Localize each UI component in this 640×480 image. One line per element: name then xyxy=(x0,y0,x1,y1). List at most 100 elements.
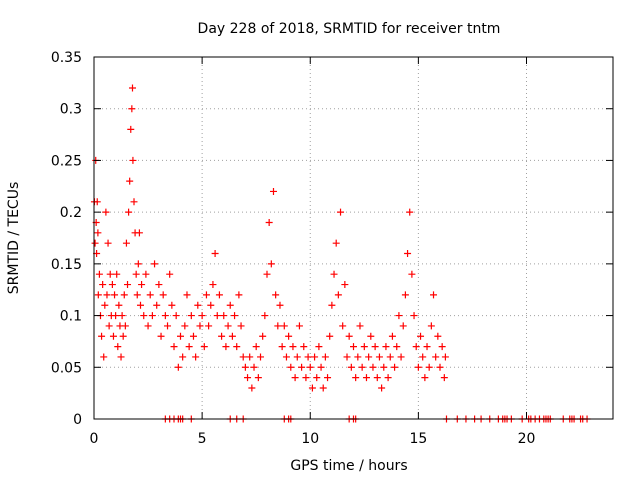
data-point xyxy=(440,374,448,382)
data-point xyxy=(332,239,340,247)
data-point xyxy=(410,312,418,320)
x-tick-label: 15 xyxy=(409,431,427,447)
y-tick-label: 0 xyxy=(73,412,82,428)
data-point xyxy=(267,260,275,268)
data-point xyxy=(109,332,117,340)
data-point xyxy=(222,343,230,351)
data-point xyxy=(282,353,290,361)
y-tick-label: 0.35 xyxy=(51,50,82,66)
x-tick-label: 20 xyxy=(518,431,536,447)
data-point xyxy=(237,322,245,330)
data-point xyxy=(408,270,416,278)
data-point xyxy=(423,343,431,351)
x-axis-label: GPS time / hours xyxy=(290,458,407,474)
data-point xyxy=(202,291,210,299)
data-point xyxy=(183,291,191,299)
data-point xyxy=(114,343,122,351)
data-point xyxy=(339,322,347,330)
data-point xyxy=(170,343,178,351)
data-point xyxy=(194,301,202,309)
data-point xyxy=(181,322,189,330)
y-tick-label: 0.1 xyxy=(60,309,82,325)
data-point xyxy=(105,322,113,330)
data-point xyxy=(117,353,125,361)
data-point xyxy=(365,353,373,361)
data-point xyxy=(254,374,262,382)
data-point xyxy=(347,363,355,371)
data-point xyxy=(209,281,217,289)
data-point xyxy=(185,343,193,351)
data-point xyxy=(432,353,440,361)
data-point xyxy=(241,363,249,371)
data-point xyxy=(177,332,184,340)
data-point xyxy=(369,363,377,371)
chart-title: Day 228 of 2018, SRMTID for receiver tnt… xyxy=(198,21,501,37)
data-point xyxy=(233,343,241,351)
data-point xyxy=(94,229,102,237)
data-point xyxy=(101,301,109,309)
data-point xyxy=(118,312,126,320)
x-tick-label: 0 xyxy=(90,431,99,447)
data-point xyxy=(108,281,116,289)
data-point xyxy=(111,291,119,299)
data-point xyxy=(226,301,234,309)
data-point xyxy=(414,363,422,371)
data-point xyxy=(371,343,379,351)
data-point xyxy=(119,332,127,340)
data-point xyxy=(397,353,405,361)
data-point xyxy=(334,291,342,299)
data-point xyxy=(246,353,254,361)
tick-labels: 0 0.05 0.1 0.15 0.2 0.25 0.3 0.35 0 5 10 15 20 xyxy=(51,50,536,447)
data-point xyxy=(362,374,370,382)
data-point xyxy=(263,270,271,278)
y-tick-label: 0.3 xyxy=(60,102,82,118)
data-point xyxy=(106,270,114,278)
data-point xyxy=(287,363,295,371)
data-point xyxy=(151,260,159,268)
data-point xyxy=(388,332,396,340)
data-point xyxy=(138,281,146,289)
data-point xyxy=(375,353,383,361)
data-point xyxy=(261,312,269,320)
y-tick-label: 0.2 xyxy=(60,205,82,221)
data-point xyxy=(189,332,197,340)
data-point xyxy=(187,312,195,320)
data-point xyxy=(386,353,394,361)
x-tick-label: 10 xyxy=(301,431,319,447)
data-point xyxy=(293,353,301,361)
data-point xyxy=(412,343,420,351)
data-point xyxy=(343,353,351,361)
data-point xyxy=(128,105,136,113)
data-point xyxy=(311,353,319,361)
data-point xyxy=(99,281,107,289)
data-point xyxy=(124,281,132,289)
y-tick-label: 0.15 xyxy=(51,257,82,273)
data-point xyxy=(300,343,308,351)
data-point xyxy=(419,353,427,361)
data-point xyxy=(384,374,392,382)
data-point xyxy=(393,343,401,351)
data-point xyxy=(417,332,425,340)
data-point xyxy=(298,363,306,371)
data-point xyxy=(159,291,167,299)
data-point xyxy=(328,301,336,309)
data-point xyxy=(278,343,286,351)
data-point xyxy=(121,322,129,330)
data-point xyxy=(196,322,204,330)
data-point xyxy=(122,239,130,247)
data-point xyxy=(218,332,226,340)
data-point xyxy=(164,322,172,330)
data-point xyxy=(337,208,345,216)
data-point xyxy=(276,301,284,309)
data-point xyxy=(304,353,312,361)
data-point xyxy=(272,291,280,299)
data-point xyxy=(146,291,154,299)
data-point xyxy=(358,363,366,371)
data-point xyxy=(103,291,111,299)
data-point xyxy=(291,374,299,382)
data-point xyxy=(155,281,163,289)
data-point xyxy=(144,322,152,330)
data-point xyxy=(265,218,273,226)
